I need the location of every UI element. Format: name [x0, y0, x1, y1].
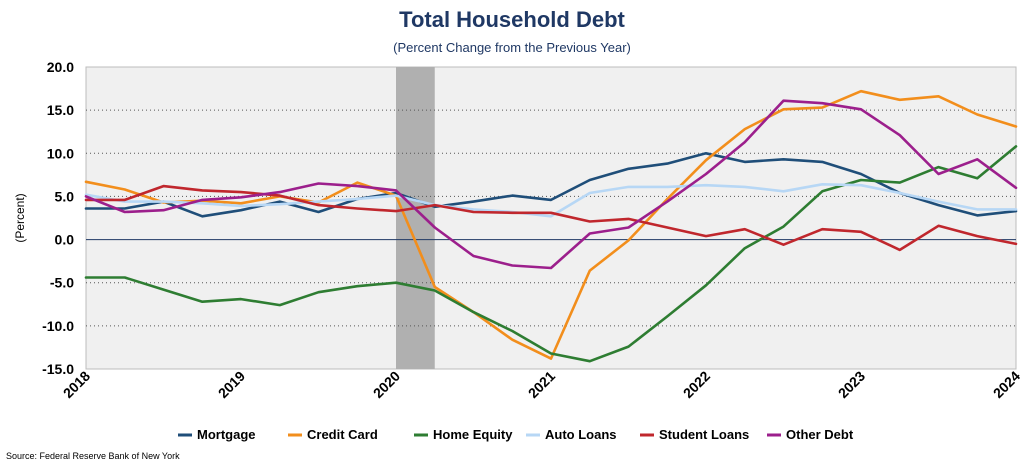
- x-tick-label: 2024: [990, 368, 1023, 401]
- y-axis-label: (Percent): [13, 193, 27, 242]
- y-tick-label: -15.0: [42, 361, 74, 377]
- y-tick-label: 0.0: [55, 232, 75, 248]
- series-lines: [84, 89, 1018, 363]
- series-line-mortgage: [84, 152, 1018, 218]
- series-line-home-equity: [84, 145, 1018, 363]
- source-note: Source: Federal Reserve Bank of New York: [6, 451, 180, 461]
- y-tick-label: 5.0: [55, 188, 75, 204]
- plot-area: [85, 66, 1017, 370]
- y-tick-label: -10.0: [42, 318, 74, 334]
- x-tick-label: 2022: [680, 368, 713, 401]
- recession-shading: [396, 67, 435, 369]
- x-tick-label: 2023: [835, 368, 868, 401]
- legend: Mortgage Credit Card Home Equity Auto Loans…: [178, 427, 854, 442]
- series-line-other-debt: [84, 99, 1018, 270]
- gridlines: [86, 109, 1016, 327]
- y-tick-label: -5.0: [50, 275, 74, 291]
- series-line-student-loans: [84, 184, 1018, 252]
- legend-label: Auto Loans: [545, 427, 617, 442]
- legend-label: Home Equity: [433, 427, 513, 442]
- chart-subtitle: (Percent Change from the Previous Year): [393, 40, 631, 55]
- legend-label: Other Debt: [786, 427, 854, 442]
- chart-title: Total Household Debt: [399, 7, 625, 32]
- y-axis-ticks: 20.0 15.0 10.0 5.0 0.0 -5.0 -10.0 -15.0: [42, 59, 74, 377]
- x-tick-label: 2019: [215, 368, 248, 401]
- y-tick-label: 15.0: [47, 102, 74, 118]
- series-line-credit-card: [84, 89, 1018, 360]
- x-tick-label: 2020: [370, 368, 403, 401]
- y-tick-label: 10.0: [47, 145, 74, 161]
- x-axis-ticks: 2018 2019 2020 2021 2022 2023 2024: [60, 368, 1023, 401]
- legend-label: Student Loans: [659, 427, 749, 442]
- x-tick-label: 2021: [525, 368, 558, 401]
- legend-label: Mortgage: [197, 427, 256, 442]
- series-line-auto-loans: [84, 183, 1018, 218]
- legend-label: Credit Card: [307, 427, 378, 442]
- y-tick-label: 20.0: [47, 59, 74, 75]
